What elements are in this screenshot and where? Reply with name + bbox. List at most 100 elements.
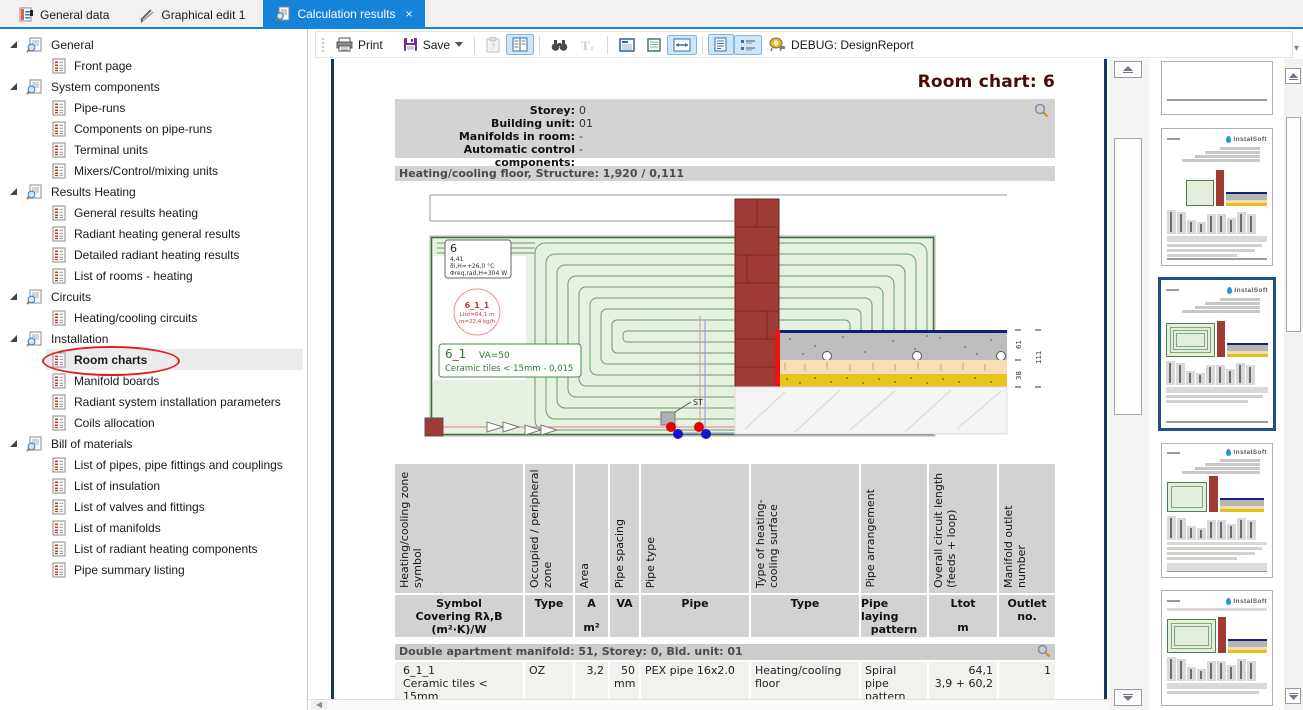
scroll-left-button[interactable] <box>311 701 327 709</box>
tree-expander-icon[interactable] <box>9 187 18 196</box>
table-symbol-cell: Symbol Covering Rλ,B (m²·K)/W <box>395 595 523 637</box>
debug-button[interactable]: DEBUG: DesignReport <box>762 34 920 55</box>
tree-item-heating-cooling-circuits[interactable]: Heating/cooling circuits <box>0 307 307 328</box>
thumbnails-scroll-thumb[interactable] <box>1286 117 1301 332</box>
list-view-button[interactable] <box>734 34 763 55</box>
tree-item-label: Detailed radiant heating results <box>74 247 240 262</box>
tree-item-label: Heating/cooling circuits <box>74 310 198 325</box>
tree-item-components-on-pipe-runs[interactable]: Components on pipe-runs <box>0 118 307 139</box>
columns-view-button[interactable] <box>506 34 535 55</box>
single-page-button[interactable] <box>708 34 735 55</box>
save-button[interactable]: Save <box>397 34 469 55</box>
find-button[interactable] <box>545 35 574 55</box>
tree-group-general[interactable]: General <box>0 34 307 55</box>
paste-button[interactable]: ? <box>480 34 506 56</box>
page-thumbnail-5[interactable]: InstalSoft <box>1161 590 1273 706</box>
preview-hscrollbar[interactable] <box>309 699 1109 710</box>
toolbar-grip[interactable] <box>322 37 324 52</box>
tree-item-mixers-control-mixing-units[interactable]: Mixers/Control/mixing units <box>0 160 307 181</box>
scroll-up-button[interactable] <box>1114 61 1142 78</box>
page-thumbnail-3[interactable]: InstalSoft <box>1158 277 1276 431</box>
tree-expander-icon[interactable] <box>9 82 18 91</box>
droplet-icon <box>1226 597 1232 605</box>
info-row: Building unit: 01 <box>395 117 1055 130</box>
tree-item-pipe-summary-listing[interactable]: Pipe summary listing <box>0 559 307 580</box>
thumb-dash <box>1167 451 1180 454</box>
preview-scroll-thumb[interactable] <box>1114 138 1142 415</box>
tree-item-general-results-heating[interactable]: General results heating <box>0 202 307 223</box>
tree-expander-icon[interactable] <box>9 334 18 343</box>
magnifier-icon[interactable] <box>1034 103 1049 122</box>
tree-item-list-of-rooms-heating[interactable]: List of rooms - heating <box>0 265 307 286</box>
tree-item-label: Pipe-runs <box>74 100 126 115</box>
tree-doc-icon <box>52 478 66 493</box>
page-thumbnail-4[interactable]: InstalSoft <box>1161 443 1273 578</box>
tree-expander-icon[interactable] <box>9 439 18 448</box>
zone-covering: Ceramic tiles < 15mm - 0,015 <box>445 364 573 374</box>
tree-item-radiant-heating-general-results[interactable]: Radiant heating general results <box>0 223 307 244</box>
magnifier-icon[interactable] <box>1037 644 1051 661</box>
tree-item-label: Circuits <box>51 289 92 304</box>
tree-item-list-of-insulation[interactable]: List of insulation <box>0 475 307 496</box>
page-thumbnail-1[interactable] <box>1161 61 1273 115</box>
scroll-down-button[interactable] <box>1285 688 1301 704</box>
tab-general-data[interactable]: General data <box>6 2 121 27</box>
tree-item-coils-allocation[interactable]: Coils allocation <box>0 412 307 433</box>
tree-item-front-page[interactable]: Front page <box>0 55 307 76</box>
tree-group-circuits[interactable]: Circuits <box>0 286 307 307</box>
tree-item-list-of-manifolds[interactable]: List of manifolds <box>0 517 307 538</box>
page-title: Room chart: 6 <box>917 72 1055 92</box>
tree-expander-icon[interactable] <box>9 40 18 49</box>
tree-doc-icon <box>52 58 66 73</box>
tree-item-label: List of valves and fittings <box>74 499 205 514</box>
tree-expander-icon[interactable] <box>9 292 18 301</box>
tree-group-system-components[interactable]: System components <box>0 76 307 97</box>
save-dropdown-arrow[interactable] <box>455 42 464 47</box>
tree-group-results-heating[interactable]: Results Heating <box>0 181 307 202</box>
fit-width-button[interactable] <box>667 34 698 55</box>
page-blue-icon <box>619 37 635 52</box>
page-view-blue-button[interactable] <box>613 35 641 55</box>
thumbnails-vscrollbar[interactable] <box>1284 59 1303 710</box>
room-area: 4,41 <box>450 256 464 263</box>
tree-group-bill-of-materials[interactable]: Bill of materials <box>0 433 307 454</box>
tree-item-radiant-system-installation-parameters[interactable]: Radiant system installation parameters <box>0 391 307 412</box>
table-rotated-header-row: Heating/cooling zone symbol Occupied / pe… <box>395 464 1055 593</box>
circuit-id: 6_1_1 <box>465 301 490 310</box>
tree-item-manifold-boards[interactable]: Manifold boards <box>0 370 307 391</box>
tree-item-list-of-radiant-heating-components[interactable]: List of radiant heating components <box>0 538 307 559</box>
table-header-overall-circuit-length-feeds-loop: Overall circuit length (feeds + loop) <box>929 464 997 593</box>
tree-item-label: Components on pipe-runs <box>74 121 213 136</box>
preview-vscrollbar[interactable] <box>1109 59 1149 710</box>
table-data-cell: 1 <box>999 662 1055 700</box>
print-button[interactable]: Print <box>330 34 389 55</box>
toolbar-overflow-arrow[interactable]: ▾ <box>1293 43 1299 54</box>
tab-graphical-edit[interactable]: Graphical edit 1 <box>127 2 257 27</box>
tree-item-list-of-valves-and-fittings[interactable]: List of valves and fittings <box>0 496 307 517</box>
tree-item-pipe-runs[interactable]: Pipe-runs <box>0 97 307 118</box>
tab-close-icon[interactable]: × <box>405 6 413 21</box>
tree-item-detailed-radiant-heating-results[interactable]: Detailed radiant heating results <box>0 244 307 265</box>
tree-group-installation[interactable]: Installation <box>0 328 307 349</box>
info-row: Automatic control components: - <box>395 143 1055 169</box>
tree-doc-icon <box>52 562 66 577</box>
page-thumbnail-2[interactable]: InstalSoft <box>1161 128 1273 266</box>
scroll-down-button[interactable] <box>1114 689 1142 706</box>
tree-item-room-charts[interactable]: Room charts <box>0 346 307 376</box>
info-value: - <box>579 143 583 156</box>
tree-item-label: Terminal units <box>74 142 149 157</box>
debug-label: DEBUG: DesignReport <box>791 37 914 52</box>
fit-width-icon <box>673 38 691 51</box>
single-page-icon <box>714 37 727 52</box>
scroll-up-button[interactable] <box>1285 68 1301 84</box>
tab-calculation-results[interactable]: Calculation results × <box>263 0 425 27</box>
tree-item-list-of-pipes-pipe-fittings-and-couplings[interactable]: List of pipes, pipe fittings and couplin… <box>0 454 307 475</box>
tree-doc-icon <box>52 394 66 409</box>
page-view-green-button[interactable] <box>641 35 667 55</box>
tree-item-terminal-units[interactable]: Terminal units <box>0 139 307 160</box>
room-drawing: 6 4,41 ϑi,H=+26,0 °C Φreq,rad,H=304 W 6_… <box>395 184 1055 462</box>
tree-doc-icon <box>52 205 66 220</box>
